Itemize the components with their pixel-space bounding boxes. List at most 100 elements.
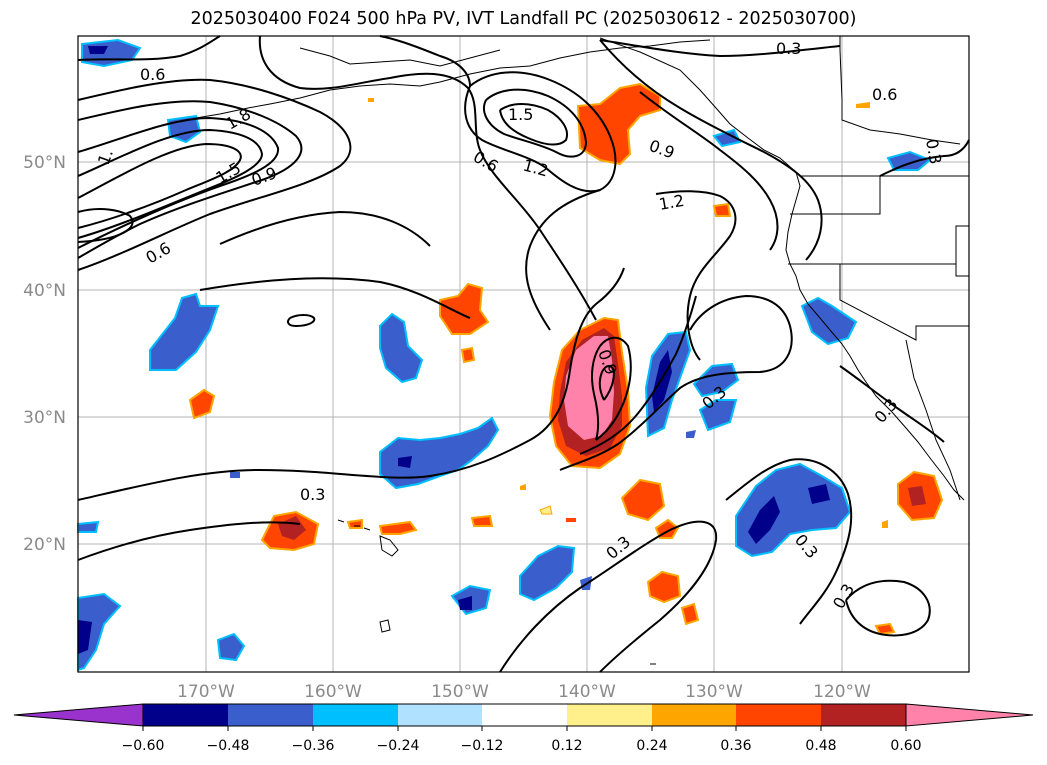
pv-contour-1.5-central — [483, 88, 588, 158]
colorbar-ticks — [142, 726, 907, 731]
pos-fill-blob — [188, 388, 216, 420]
pos-fill-blob — [856, 102, 870, 108]
pv-contour-inner-west — [77, 208, 134, 243]
pv-contour-small-loop — [287, 314, 316, 328]
neg-fill-core — [652, 350, 672, 412]
pos-fill-blob — [539, 505, 553, 515]
pv-contour-0.3-south — [77, 267, 625, 501]
colorbar-segment — [313, 704, 398, 726]
colorbar-tick-label: −0.12 — [461, 738, 504, 754]
lon-label-130w: 130°W — [685, 682, 743, 702]
contour-label: 0.3 — [776, 39, 801, 58]
colorbar-segment — [567, 704, 652, 726]
canada-interior-border — [839, 36, 961, 145]
pos-fill-blob — [576, 82, 661, 166]
colorbar-tick-label: −0.60 — [122, 738, 165, 754]
pv-contour-1.2-west — [77, 116, 280, 249]
pos-fill-blob — [439, 282, 490, 335]
neg-fill-blob — [379, 312, 424, 384]
neg-fill-core — [458, 596, 472, 610]
pos-fill-blob — [346, 518, 363, 529]
neg-fill-core — [748, 496, 780, 544]
pv-contour-0.6-east — [599, 39, 823, 261]
neg-fill-core — [78, 620, 92, 654]
neg-fill-blob — [686, 430, 696, 438]
pv-contour-0.9-west — [77, 100, 303, 259]
ivt-positive-fills — [188, 82, 944, 636]
neg-fill-blob — [712, 128, 742, 148]
pos-fill-blob — [520, 484, 526, 490]
contour-label: 0.6 — [140, 65, 165, 84]
pos-fill-blob — [882, 520, 888, 528]
pos-fill-blob — [712, 202, 732, 217]
pos-fill-blob — [378, 520, 418, 535]
pos-fill-blob — [620, 478, 666, 522]
pos-fill-blob — [566, 518, 576, 522]
colorbar-tick-labels: −0.60 −0.48 −0.36 −0.24 −0.12 0.12 0.24 … — [122, 738, 922, 754]
contour-label: 0.3 — [922, 137, 945, 165]
neg-fill-core — [808, 484, 830, 504]
neg-fill-blob — [379, 416, 500, 490]
colorbar-segment — [143, 704, 228, 726]
pv-contour-1.2-trough — [598, 365, 616, 401]
pv-contour-0.3-far-se — [845, 579, 931, 637]
ivt-negative-fills — [77, 38, 932, 672]
north-america-west-coast — [599, 37, 965, 501]
colorbar-segment — [821, 704, 906, 726]
colorbar-extend-high — [905, 703, 1034, 727]
pv-contour-1.8-central — [499, 103, 568, 146]
colorbar-tick-label: 0.24 — [636, 738, 667, 754]
alaska-interior-coast — [299, 47, 501, 67]
colorbar-tick-label: −0.48 — [207, 738, 250, 754]
pv-contours — [77, 35, 970, 673]
pv-contour-0.9-top — [379, 35, 471, 87]
pos-fill-blob — [470, 514, 494, 527]
pv-contour-1.2-east — [655, 190, 737, 361]
pos-fill-blob — [460, 346, 476, 364]
neg-fill-blob — [692, 362, 740, 398]
colorbar-segment — [652, 704, 736, 726]
pv-contour-0.6-nw — [77, 35, 221, 61]
lon-label-160w: 160°W — [304, 682, 362, 702]
map-panel: 0.6 1.8 1. 1.5 0.9 0.6 1.5 0.6 1.2 0.9 0… — [77, 35, 970, 673]
pv-contour-0.6-central — [258, 35, 597, 321]
pos-fill-core — [908, 486, 926, 506]
colorbar-segment — [482, 704, 567, 726]
pv-contour-0.6-midwest — [199, 277, 471, 319]
lon-label-120w: 120°W — [813, 682, 871, 702]
neg-fill-blob — [800, 296, 858, 346]
hawaii-islands — [337, 519, 371, 531]
pv-contour-0.9-midwest — [219, 210, 431, 247]
small-island — [379, 619, 391, 633]
latitude-labels: 50°N 40°N 30°N 20°N — [23, 153, 66, 555]
contour-label: 1.5 — [508, 105, 533, 124]
pos-fill-blob — [680, 602, 700, 626]
pv-contour-0.9-trough — [591, 336, 632, 441]
neg-fill-blob — [77, 592, 122, 672]
colorbar-tick-label: 0.12 — [551, 738, 582, 754]
neg-fill-blob — [216, 632, 246, 662]
colorbar-segment — [398, 704, 482, 726]
colorbar-tick-label: 0.36 — [720, 738, 751, 754]
lat-label-20n: 20°N — [23, 535, 66, 555]
contour-label: 1.2 — [657, 191, 685, 214]
pv-contour-1.8-west — [77, 142, 242, 229]
neg-fill-blob — [698, 399, 738, 432]
neg-fill-blob — [77, 520, 100, 533]
neg-fill-blob — [230, 472, 240, 478]
figure-title: 2025030400 F024 500 hPa PV, IVT Landfall… — [190, 9, 857, 29]
pos-fill-blob — [874, 622, 896, 636]
hawaii-island — [379, 535, 399, 557]
colorbar-extend-low — [13, 703, 144, 727]
pv-contour-0.6-trough — [579, 295, 697, 455]
graticule — [78, 36, 969, 672]
pv-contour-0.9-east — [639, 91, 779, 251]
colorbar-tick-label: 0.48 — [805, 738, 836, 754]
neg-fill-core — [88, 46, 108, 54]
contour-label: 0.6 — [872, 85, 897, 104]
pos-fill-blob — [368, 98, 374, 102]
contour-label: 1. — [94, 147, 117, 168]
colorbar-segment — [228, 704, 313, 726]
baja-coast — [905, 339, 961, 501]
